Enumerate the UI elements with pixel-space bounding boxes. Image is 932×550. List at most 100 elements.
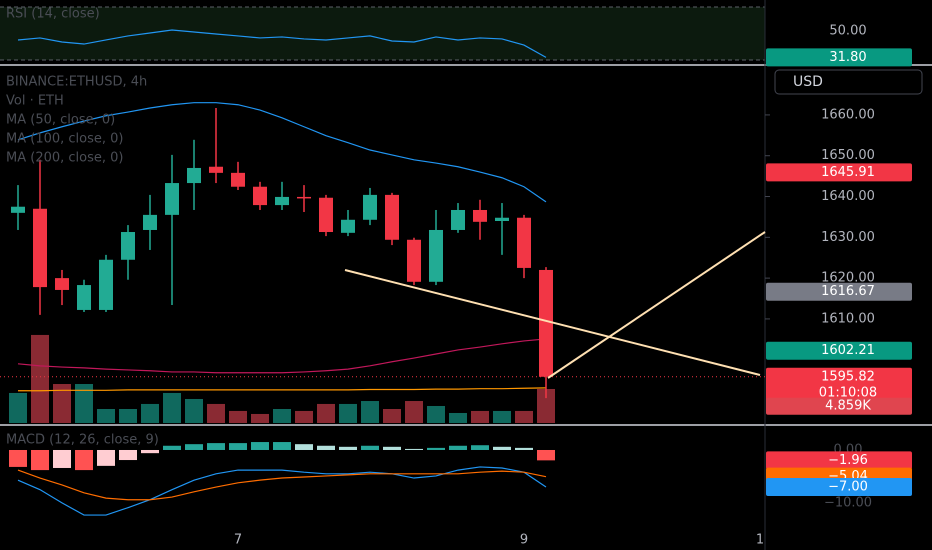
candle-body xyxy=(121,232,135,260)
histogram-bar xyxy=(119,449,137,461)
histogram-bar xyxy=(229,443,247,450)
volume-bar xyxy=(339,403,357,423)
candle-body xyxy=(473,209,487,222)
histogram-bar xyxy=(537,449,555,461)
price-badge-label: −1.96 xyxy=(828,453,868,468)
candle-body xyxy=(363,194,377,220)
candle-body xyxy=(319,197,333,233)
macd-line xyxy=(17,466,547,516)
volume-bar xyxy=(119,409,137,423)
price-badge xyxy=(766,451,912,470)
currency-button[interactable] xyxy=(774,69,923,95)
y-tick-label: 1630.00 xyxy=(821,230,875,245)
price-badge-label: 1602.21 xyxy=(821,343,875,358)
histogram-bar xyxy=(185,444,203,450)
volume-bar xyxy=(75,384,93,423)
candle-body xyxy=(77,285,91,310)
histogram-bar xyxy=(9,449,27,467)
price-badge xyxy=(766,163,912,182)
volume-bar xyxy=(229,410,247,423)
volume-badge xyxy=(766,397,912,415)
histogram-bar xyxy=(515,447,533,450)
volume-bar xyxy=(9,392,27,423)
histogram-bar xyxy=(449,445,467,450)
volume-bar xyxy=(405,401,423,423)
y-tick-label: 1620.00 xyxy=(821,271,875,286)
macd-title: MACD (12, 26, close, 9) xyxy=(6,433,159,448)
histogram-bar xyxy=(97,449,115,466)
histogram-bar xyxy=(471,445,489,450)
candle-body xyxy=(495,217,509,221)
price-badge-label: 31.80 xyxy=(829,50,866,65)
volume-bar xyxy=(515,410,533,423)
volume-bar xyxy=(295,410,313,423)
volume-bar xyxy=(207,403,225,423)
price-badge-label: 1616.67 xyxy=(821,284,875,299)
histogram-bar xyxy=(493,446,511,450)
y-tick-label: −10.00 xyxy=(824,495,872,510)
x-tick-label: 1 xyxy=(756,533,764,548)
moving-average xyxy=(17,102,547,203)
volume-bar xyxy=(31,334,49,423)
x-tick-label: 9 xyxy=(520,533,528,548)
trend-line[interactable] xyxy=(344,269,761,376)
price-badge xyxy=(766,367,912,404)
candle-body xyxy=(297,196,311,199)
x-tick-label: 7 xyxy=(234,533,242,548)
histogram-bar xyxy=(339,446,357,450)
candle-body xyxy=(33,208,47,288)
price-badge xyxy=(766,341,912,360)
histogram-bar xyxy=(427,447,445,450)
price-badge xyxy=(766,48,912,67)
volume-bar xyxy=(251,413,269,423)
volume-bar xyxy=(383,409,401,423)
currency-label[interactable]: USD xyxy=(793,74,823,90)
legend-item: Vol · ETH xyxy=(6,94,64,109)
candle-body xyxy=(451,209,465,230)
plot-layer: 1610.00 1620.00 1630.00 1640.00 1650.00 1660.… xyxy=(0,23,912,548)
candle-body xyxy=(429,229,443,282)
candle-body xyxy=(253,186,267,206)
volume-bar xyxy=(97,409,115,423)
price-badge-label: 1595.82 xyxy=(821,369,875,384)
histogram-bar xyxy=(163,445,181,450)
volume-bar xyxy=(471,410,489,423)
volume-badge-label: 4.859K xyxy=(825,398,871,413)
legend-item: MA (100, close, 0) xyxy=(6,132,123,147)
volume-bar xyxy=(163,392,181,423)
volume-bar xyxy=(427,405,445,423)
candle-body xyxy=(99,259,113,310)
macd-line xyxy=(17,469,547,501)
candle-body xyxy=(517,217,531,268)
candle-body xyxy=(539,269,553,377)
histogram-bar xyxy=(53,449,71,468)
legend-item: MA (200, close, 0) xyxy=(6,151,123,166)
price-badge xyxy=(766,282,912,301)
symbol: BINANCE:ETHUSD, 4h xyxy=(6,75,147,90)
histogram-bar xyxy=(295,444,313,450)
y-tick-label: 1610.00 xyxy=(821,311,875,326)
countdown: 01:10:08 xyxy=(819,385,877,400)
rsi-band xyxy=(0,7,765,60)
candle-body xyxy=(55,278,69,290)
trend-line[interactable] xyxy=(547,231,766,379)
histogram-bar xyxy=(251,442,269,450)
volume-bar xyxy=(493,410,511,423)
candle-body xyxy=(385,194,399,240)
candle-body xyxy=(187,167,201,184)
candle-body xyxy=(407,239,421,282)
volume-bar xyxy=(449,412,467,423)
candle-body xyxy=(209,166,223,173)
histogram-bar xyxy=(141,449,159,454)
price-badge-label: 1645.91 xyxy=(821,165,875,180)
candle-body xyxy=(341,219,355,233)
histogram-bar xyxy=(405,448,423,450)
y-tick-label: 50.00 xyxy=(829,23,866,38)
moving-average xyxy=(18,387,547,392)
histogram-bar xyxy=(31,449,49,471)
histogram-bar xyxy=(273,442,291,450)
candle-body xyxy=(231,172,245,187)
volume-bar xyxy=(141,403,159,423)
histogram-bar xyxy=(361,445,379,450)
